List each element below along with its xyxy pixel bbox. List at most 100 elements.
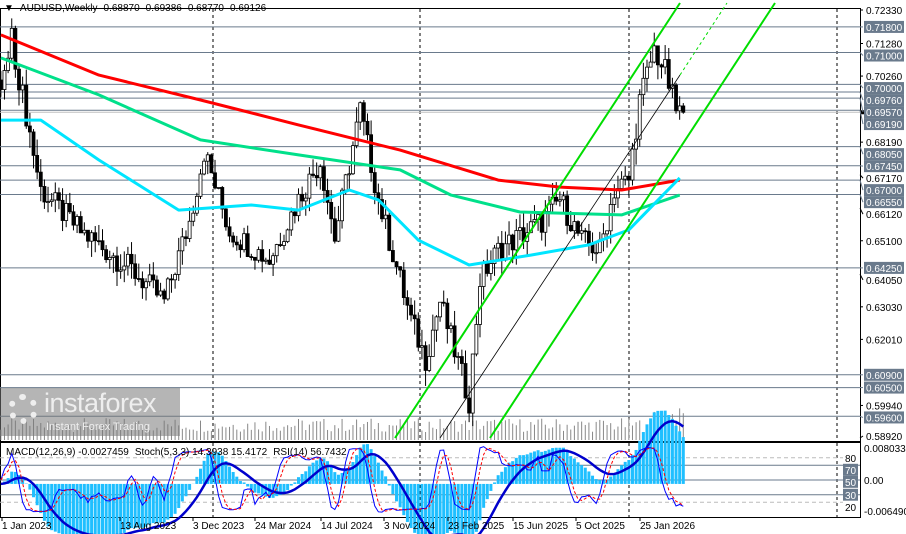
candle-body xyxy=(289,211,294,231)
y-tick-label: 0.62010 xyxy=(866,335,903,346)
stoch-level-box xyxy=(843,500,858,513)
channel-middle-line xyxy=(439,74,681,439)
candle-body xyxy=(107,256,112,261)
indicator-legend: MACD(12,26,9) -0.0027459 Stoch(5,3,3) 14.… xyxy=(6,447,353,458)
gear-logo-icon xyxy=(8,394,38,424)
candle-body xyxy=(380,199,384,220)
level-label-connector xyxy=(859,97,864,113)
candle-body xyxy=(412,314,417,320)
candle-body xyxy=(394,261,399,268)
candle-body xyxy=(420,345,424,348)
macd-signal-line xyxy=(0,419,685,534)
candle-body xyxy=(354,121,359,147)
candle-body xyxy=(652,45,657,63)
candle-body xyxy=(75,216,79,226)
candle-body xyxy=(329,202,334,220)
candle-body xyxy=(456,356,461,358)
candle-body xyxy=(162,290,167,300)
level-label-box xyxy=(864,20,904,33)
level-label-connector xyxy=(859,415,864,418)
candle-body xyxy=(681,105,686,113)
candle-body xyxy=(60,199,65,221)
candle-body xyxy=(322,166,326,191)
candle-body xyxy=(565,195,570,226)
candle-body xyxy=(278,244,283,246)
channel-lower-line xyxy=(489,2,776,439)
candle-body xyxy=(347,173,352,176)
level-label: 0.69190 xyxy=(866,120,903,131)
stoch-legend: Stoch(5,3,3) 14.3938 15.4172 xyxy=(134,447,268,458)
candle-body xyxy=(532,219,537,223)
x-tick-label: 24 Mar 2024 xyxy=(255,521,312,532)
indicator-axis-label: 0.00 xyxy=(864,476,884,487)
y-tick xyxy=(859,274,864,281)
candle-body xyxy=(100,240,105,251)
stoch-main-line xyxy=(0,446,684,513)
candle-body xyxy=(31,131,36,156)
level-label: 0.69760 xyxy=(866,96,903,107)
candle-body xyxy=(296,193,301,217)
candle-body xyxy=(499,242,504,261)
level-label-box xyxy=(864,160,904,173)
candle-body xyxy=(318,166,323,179)
indicator-axis-label: -0.006490 xyxy=(864,507,906,518)
candle-body xyxy=(514,230,519,251)
candle-body xyxy=(568,225,573,232)
candle-body xyxy=(423,345,428,371)
candle-body xyxy=(282,241,286,246)
level-label-box xyxy=(864,49,904,62)
level-label: 0.66550 xyxy=(866,198,903,209)
candle-body xyxy=(416,318,421,348)
candle-body xyxy=(194,195,199,214)
candle-body xyxy=(510,234,515,251)
candle-body xyxy=(612,197,617,205)
candle-body xyxy=(191,212,196,222)
candle-body xyxy=(459,356,464,364)
candle-body xyxy=(111,255,116,258)
level-label-box xyxy=(864,106,904,119)
candle-body xyxy=(470,353,475,414)
candle-body xyxy=(648,61,653,68)
candle-body xyxy=(666,59,671,89)
candle-body xyxy=(481,261,486,287)
level-label-connector xyxy=(859,179,864,191)
level-label: 0.59600 xyxy=(866,413,903,424)
x-tick-label: 3 Nov 2024 xyxy=(384,521,436,532)
candle-body xyxy=(205,154,210,162)
stoch-signal-line xyxy=(0,447,684,512)
candle-body xyxy=(165,278,170,300)
candle-body xyxy=(300,193,305,202)
current-price-marker xyxy=(861,110,865,115)
stoch-level-box xyxy=(843,451,858,464)
candle-body xyxy=(64,203,69,221)
candle-body xyxy=(434,316,439,331)
candle-body xyxy=(9,27,14,59)
y-tick-label: 0.66120 xyxy=(866,210,903,221)
candle-body xyxy=(57,192,61,201)
candle-body xyxy=(271,255,276,265)
level-label-box xyxy=(864,368,904,381)
candle-body xyxy=(234,241,239,246)
candle-body xyxy=(220,187,225,210)
candle-body xyxy=(361,102,366,122)
candle-body xyxy=(129,253,134,265)
candle-body xyxy=(184,236,188,239)
candle-body xyxy=(126,253,130,267)
candle-body xyxy=(118,269,123,272)
candle-body xyxy=(285,229,290,243)
candle-body xyxy=(202,160,207,175)
watermark-tagline: Instant Forex Trading xyxy=(46,421,150,433)
candle-body xyxy=(674,84,678,112)
y-tick-label: 0.58920 xyxy=(866,432,903,443)
main-plot-frame xyxy=(0,8,861,442)
candle-body xyxy=(557,199,562,202)
triangle-down-icon[interactable]: ▼ xyxy=(4,3,14,14)
candle-body xyxy=(398,266,403,271)
candle-body xyxy=(449,325,453,330)
level-label-connector xyxy=(859,194,864,203)
y-tick-label: 0.67170 xyxy=(866,174,903,185)
candle-body xyxy=(641,77,646,96)
y-tick-label: 0.70260 xyxy=(866,72,903,83)
